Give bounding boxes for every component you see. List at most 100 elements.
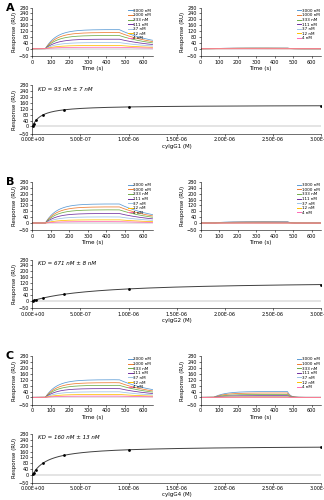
4 nM: [199, 394, 202, 400]
333 nM: [319, 46, 323, 52]
37 nM: [30, 394, 34, 400]
12 nM: [37, 394, 40, 400]
3000 nM: [293, 394, 297, 400]
3000 nM: [205, 46, 209, 52]
4 nM: [293, 220, 297, 226]
4 nM: [293, 46, 297, 52]
333 nM: [315, 46, 319, 52]
Line: 1000 nM: 1000 nM: [32, 382, 153, 398]
1000 nM: [319, 46, 323, 52]
4 nM: [285, 46, 289, 52]
4 nM: [205, 46, 209, 52]
X-axis label: Time (s): Time (s): [81, 414, 104, 420]
1000 nM: [89, 204, 93, 210]
37 nM: [285, 46, 289, 52]
37 nM: [125, 390, 129, 396]
4 nM: [89, 44, 93, 51]
1000 nM: [315, 46, 319, 52]
111 nM: [285, 46, 289, 52]
4 nM: [37, 394, 40, 400]
3000 nM: [257, 45, 261, 51]
12 nM: [37, 46, 40, 52]
Line: 111 nM: 111 nM: [32, 388, 153, 398]
111 nM: [254, 46, 258, 52]
3000 nM: [151, 386, 155, 392]
4 nM: [293, 394, 297, 400]
37 nM: [89, 214, 93, 220]
333 nM: [319, 220, 323, 226]
3000 nM: [147, 36, 151, 43]
111 nM: [86, 36, 89, 43]
37 nM: [89, 389, 93, 395]
Y-axis label: Response (RU): Response (RU): [12, 360, 17, 401]
1000 nM: [199, 394, 202, 400]
X-axis label: Time (s): Time (s): [81, 240, 104, 246]
37 nM: [205, 394, 209, 400]
12 nM: [315, 46, 319, 52]
4 nM: [125, 44, 129, 51]
3000 nM: [205, 394, 209, 400]
333 nM: [293, 46, 297, 52]
37 nM: [86, 389, 89, 395]
111 nM: [254, 392, 258, 398]
111 nM: [151, 216, 155, 222]
333 nM: [30, 46, 34, 52]
37 nM: [315, 394, 319, 400]
Text: A: A: [6, 2, 15, 12]
111 nM: [199, 46, 202, 52]
3000 nM: [257, 388, 261, 394]
12 nM: [257, 394, 261, 400]
X-axis label: Time (s): Time (s): [81, 66, 104, 71]
111 nM: [30, 220, 34, 226]
4 nM: [151, 220, 155, 226]
Line: 1000 nM: 1000 nM: [201, 393, 321, 398]
3000 nM: [147, 386, 151, 392]
1000 nM: [319, 220, 323, 226]
12 nM: [315, 394, 319, 400]
1000 nM: [205, 46, 209, 52]
1000 nM: [257, 390, 261, 396]
Line: 4 nM: 4 nM: [32, 222, 153, 223]
X-axis label: Time (s): Time (s): [249, 414, 272, 420]
333 nM: [30, 394, 34, 400]
3000 nM: [199, 46, 202, 52]
37 nM: [147, 217, 151, 223]
3000 nM: [147, 386, 151, 392]
333 nM: [37, 220, 40, 226]
1000 nM: [257, 219, 261, 225]
12 nM: [285, 394, 289, 400]
1000 nM: [147, 388, 151, 394]
4 nM: [86, 218, 89, 224]
4 nM: [254, 46, 258, 52]
3000 nM: [117, 377, 121, 383]
333 nM: [86, 207, 89, 213]
1000 nM: [89, 30, 93, 36]
4 nM: [254, 220, 258, 226]
4 nM: [30, 220, 34, 226]
111 nM: [125, 212, 129, 218]
111 nM: [30, 394, 34, 400]
Line: 1000 nM: 1000 nM: [32, 207, 153, 223]
12 nM: [30, 220, 34, 226]
4 nM: [315, 394, 319, 400]
12 nM: [147, 44, 151, 50]
111 nM: [86, 210, 89, 216]
1000 nM: [315, 394, 319, 400]
12 nM: [293, 394, 297, 400]
4 nM: [205, 220, 209, 226]
1000 nM: [151, 38, 155, 44]
111 nM: [89, 210, 93, 216]
1000 nM: [254, 45, 258, 51]
Line: 333 nM: 333 nM: [201, 394, 321, 398]
1000 nM: [199, 220, 202, 226]
3000 nM: [315, 394, 319, 400]
37 nM: [89, 40, 93, 46]
333 nM: [254, 392, 258, 398]
3000 nM: [315, 46, 319, 52]
3000 nM: [89, 201, 93, 207]
Text: KD = 671 nM ± 8 nM: KD = 671 nM ± 8 nM: [38, 261, 96, 266]
333 nM: [254, 220, 258, 226]
Y-axis label: Response (RU): Response (RU): [180, 12, 185, 52]
12 nM: [319, 46, 323, 52]
12 nM: [257, 46, 261, 52]
